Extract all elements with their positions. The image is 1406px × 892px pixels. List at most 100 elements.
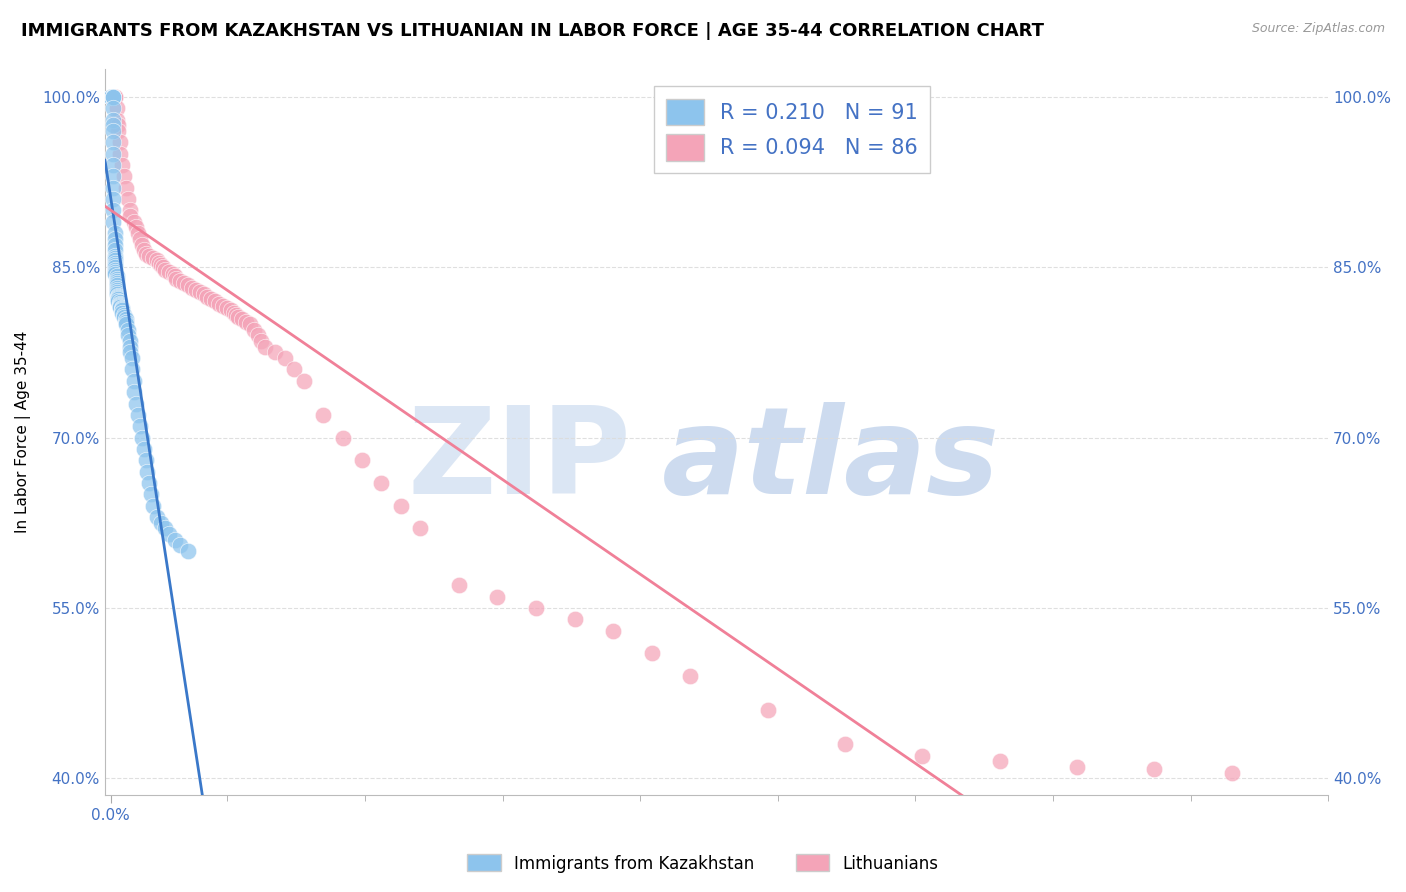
Text: IMMIGRANTS FROM KAZAKHSTAN VS LITHUANIAN IN LABOR FORCE | AGE 35-44 CORRELATION : IMMIGRANTS FROM KAZAKHSTAN VS LITHUANIAN… xyxy=(21,22,1045,40)
Point xyxy=(105,269,128,284)
Point xyxy=(157,527,180,541)
Point xyxy=(105,283,128,297)
Point xyxy=(162,267,184,281)
Point xyxy=(101,90,124,104)
Point xyxy=(602,624,624,638)
Point xyxy=(111,301,134,315)
Point xyxy=(101,90,124,104)
Point xyxy=(100,90,122,104)
Point xyxy=(111,306,134,320)
Point xyxy=(110,295,132,310)
Point xyxy=(100,90,122,104)
Point xyxy=(105,285,128,300)
Point xyxy=(146,253,169,268)
Point xyxy=(264,345,287,359)
Point xyxy=(100,90,122,104)
Point xyxy=(101,169,124,184)
Point xyxy=(107,290,129,304)
Point xyxy=(112,308,135,322)
Point xyxy=(122,374,145,388)
Point xyxy=(1220,765,1243,780)
Point xyxy=(110,146,132,161)
Point xyxy=(988,754,1011,768)
Point xyxy=(193,287,215,301)
Point xyxy=(208,296,231,310)
Point xyxy=(219,303,242,318)
Point xyxy=(273,351,295,365)
Point xyxy=(150,516,173,530)
Point xyxy=(142,251,165,265)
Point xyxy=(150,258,173,272)
Point xyxy=(125,220,148,235)
Point xyxy=(409,521,432,535)
Point xyxy=(110,300,132,314)
Point xyxy=(679,669,702,683)
Point xyxy=(246,328,269,343)
Point xyxy=(101,124,124,138)
Point xyxy=(135,453,157,467)
Point xyxy=(834,737,856,751)
Y-axis label: In Labor Force | Age 35-44: In Labor Force | Age 35-44 xyxy=(15,331,31,533)
Point xyxy=(136,465,159,479)
Legend: Immigrants from Kazakhstan, Lithuanians: Immigrants from Kazakhstan, Lithuanians xyxy=(461,847,945,880)
Point xyxy=(105,287,128,301)
Point xyxy=(115,317,138,331)
Point xyxy=(121,362,143,376)
Point xyxy=(105,101,128,115)
Point xyxy=(292,374,315,388)
Point xyxy=(128,419,150,434)
Point xyxy=(486,590,509,604)
Point xyxy=(169,539,191,553)
Point xyxy=(332,431,354,445)
Point xyxy=(115,312,138,326)
Point xyxy=(120,340,142,354)
Point xyxy=(254,340,277,354)
Point xyxy=(166,271,188,285)
Point xyxy=(101,192,124,206)
Point xyxy=(224,306,246,320)
Point xyxy=(138,249,160,263)
Point xyxy=(111,302,134,317)
Point xyxy=(911,748,934,763)
Point xyxy=(104,90,127,104)
Point xyxy=(141,487,163,501)
Point xyxy=(117,192,139,206)
Point xyxy=(524,601,547,615)
Point xyxy=(105,112,128,127)
Point xyxy=(131,237,153,252)
Point xyxy=(110,296,132,310)
Point xyxy=(104,267,127,281)
Point xyxy=(204,294,226,309)
Point xyxy=(104,237,127,252)
Point xyxy=(111,158,134,172)
Point xyxy=(104,253,127,268)
Point xyxy=(127,408,149,422)
Point xyxy=(128,232,150,246)
Point xyxy=(312,408,335,422)
Point xyxy=(127,226,149,240)
Point xyxy=(100,90,122,104)
Point xyxy=(225,308,247,322)
Point xyxy=(100,90,122,104)
Point xyxy=(111,303,134,318)
Point xyxy=(105,274,128,288)
Point xyxy=(250,334,273,348)
Point xyxy=(112,169,135,184)
Point xyxy=(142,499,165,513)
Point xyxy=(100,90,122,104)
Point xyxy=(120,334,142,348)
Point xyxy=(1066,760,1088,774)
Point xyxy=(105,278,128,293)
Point xyxy=(131,431,153,445)
Point xyxy=(110,299,132,313)
Point xyxy=(107,294,129,309)
Point xyxy=(101,180,124,194)
Point xyxy=(107,124,129,138)
Point xyxy=(756,703,779,717)
Point xyxy=(157,265,180,279)
Text: atlas: atlas xyxy=(661,402,1000,519)
Point xyxy=(104,90,127,104)
Point xyxy=(101,146,124,161)
Point xyxy=(104,90,127,104)
Point xyxy=(100,90,122,104)
